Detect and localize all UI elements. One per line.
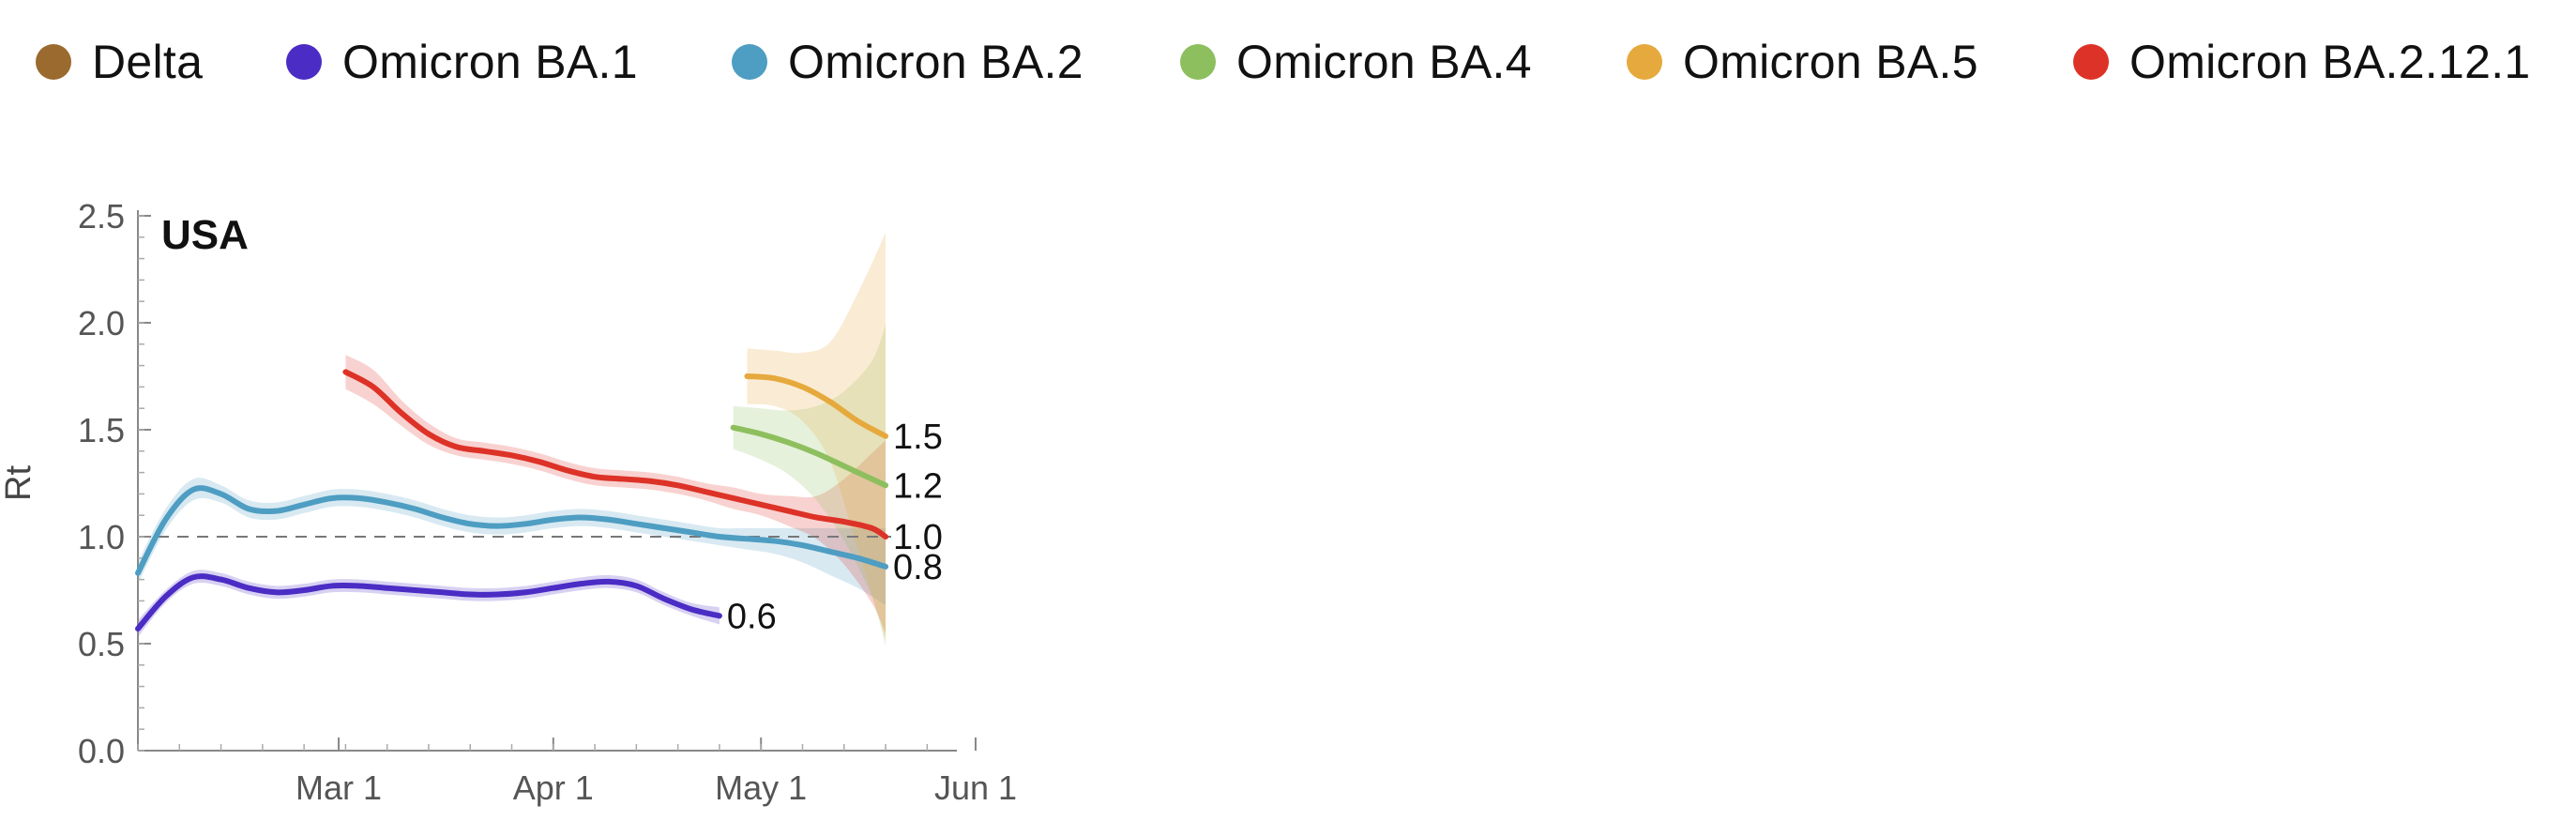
end-label-omicron-ba-1: 0.6 (727, 597, 777, 636)
line-omicron-ba-5 (744, 373, 889, 439)
chart-title: USA (161, 212, 249, 258)
series-lines (135, 369, 889, 632)
legend-dot-icon (36, 44, 71, 80)
y-tick-label: 0.0 (78, 732, 125, 770)
legend-item-omicron-ba4: Omicron BA.4 (1180, 34, 1532, 90)
y-tick-label: 1.0 (78, 518, 125, 556)
legend-dot-icon (2073, 44, 2109, 80)
y-tick-label: 2.5 (78, 197, 125, 236)
legend-label: Omicron BA.4 (1236, 36, 1532, 88)
band-omicron-ba-5 (747, 233, 886, 640)
legend-label: Delta (92, 36, 204, 88)
axes: 0.0 0.5 1.0 1.5 2.0 2.5 Mar 1 Apr 1 May 1 Jun 1 (78, 197, 1017, 807)
x-tick-label: Apr 1 (513, 768, 594, 807)
line-omicron-ba-1 (135, 573, 722, 632)
legend-item-omicron-ba2: Omicron BA.2 (732, 34, 1083, 90)
y-tick-label: 0.5 (78, 625, 125, 663)
legend-dot-icon (1180, 44, 1216, 80)
legend-dot-icon (732, 44, 767, 80)
x-tick-label: Mar 1 (295, 768, 382, 807)
legend-dot-icon (286, 44, 322, 80)
legend-label: Omicron BA.2 (788, 36, 1083, 88)
band-omicron-ba-4 (733, 325, 886, 646)
legend-label: Omicron BA.5 (1683, 36, 1978, 88)
legend-item-omicron-ba2121: Omicron BA.2.12.1 (2073, 34, 2531, 90)
x-tick-label: May 1 (715, 768, 807, 807)
end-label-omicron-ba-2-12-1: 1.0 (893, 518, 943, 557)
legend-dot-icon (1627, 44, 1662, 80)
line-omicron-ba-4 (730, 424, 889, 489)
legend-item-omicron-ba1: Omicron BA.1 (286, 34, 638, 90)
legend-item-delta: Delta (36, 34, 203, 90)
end-labels: 0.6 0.81.0 1.2 1.5 (727, 418, 943, 637)
y-tick-label: 2.0 (78, 304, 125, 342)
end-label-omicron-ba-4: 1.2 (893, 466, 943, 506)
y-tick-label: 1.5 (78, 411, 125, 449)
legend-item-omicron-ba5: Omicron BA.5 (1627, 34, 1978, 90)
line-omicron-ba-2 (135, 485, 889, 576)
x-tick-label: Jun 1 (934, 768, 1017, 807)
legend: Delta Omicron BA.1 Omicron BA.2 Omicron … (0, 0, 2576, 131)
y-axis-label: Rt (0, 465, 38, 501)
end-label-omicron-ba-5: 1.5 (893, 418, 943, 457)
rt-chart: 0.0 0.5 1.0 1.5 2.0 2.5 Mar 1 Apr 1 May 1 Jun 1 0… (0, 197, 1017, 807)
line-omicron-ba-2-12-1 (342, 369, 889, 540)
end-label-omicron-ba-2: 0.8 (893, 548, 943, 587)
legend-label: Omicron BA.1 (342, 36, 638, 88)
legend-label: Omicron BA.2.12.1 (2129, 36, 2531, 88)
